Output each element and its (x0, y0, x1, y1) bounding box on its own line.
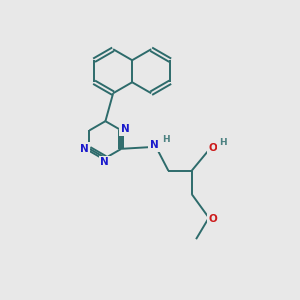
Text: N: N (80, 144, 88, 154)
Text: O: O (208, 214, 217, 224)
Text: O: O (208, 143, 217, 153)
Text: N: N (150, 140, 159, 150)
Text: H: H (219, 138, 226, 147)
Text: N: N (100, 158, 109, 167)
Text: H: H (162, 135, 169, 144)
Text: N: N (121, 124, 129, 134)
